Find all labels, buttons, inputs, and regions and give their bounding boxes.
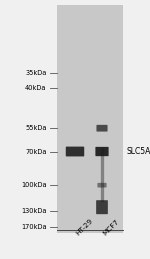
Text: 70kDa: 70kDa xyxy=(25,148,46,155)
FancyBboxPatch shape xyxy=(57,5,123,233)
Text: 35kDa: 35kDa xyxy=(25,69,46,76)
FancyBboxPatch shape xyxy=(96,125,108,132)
Text: 40kDa: 40kDa xyxy=(25,85,46,91)
FancyBboxPatch shape xyxy=(66,147,84,156)
FancyBboxPatch shape xyxy=(96,200,108,214)
FancyBboxPatch shape xyxy=(98,183,107,188)
Text: 100kDa: 100kDa xyxy=(21,182,46,188)
Text: 55kDa: 55kDa xyxy=(25,125,46,131)
FancyBboxPatch shape xyxy=(95,147,109,156)
Text: 170kDa: 170kDa xyxy=(21,224,46,230)
Text: SLC5A6: SLC5A6 xyxy=(127,147,150,156)
Text: MCF7: MCF7 xyxy=(102,219,120,237)
Text: HT-29: HT-29 xyxy=(75,218,94,237)
Text: 130kDa: 130kDa xyxy=(21,208,46,214)
